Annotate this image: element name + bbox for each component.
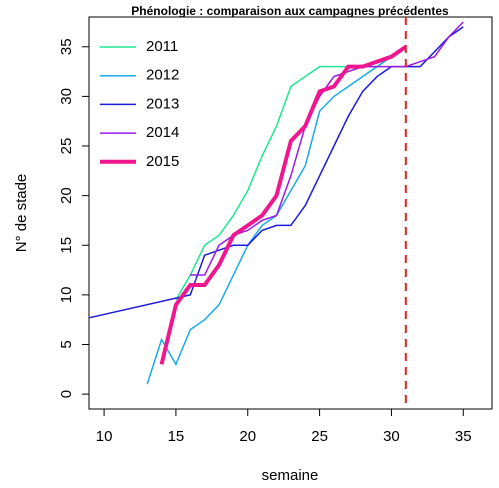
plot-frame: [88, 16, 493, 410]
x-tick-label: 15: [168, 428, 185, 445]
x-axis-label: semaine: [262, 467, 319, 483]
y-tick-label: 10: [58, 287, 75, 304]
legend-label: 2015: [146, 153, 179, 170]
series-line: [159, 45, 407, 365]
y-tick-label: 25: [58, 138, 75, 155]
y-axis-label: N° de stade: [13, 174, 30, 253]
legend-label: 2013: [146, 95, 179, 112]
x-tick-label: 10: [96, 428, 113, 445]
chart-title: Phénologie : comparaison aux campagnes p…: [131, 4, 449, 18]
y-tick-label: 0: [58, 390, 75, 398]
legend-label: 2011: [146, 38, 178, 55]
y-tick-label: 15: [58, 237, 75, 254]
y-tick-label: 30: [58, 88, 75, 105]
y-tick-label: 35: [58, 38, 75, 55]
y-tick-label: 5: [58, 340, 75, 348]
x-tick-label: 25: [311, 428, 328, 445]
series-line: [89, 26, 464, 319]
x-tick-label: 35: [455, 428, 472, 445]
legend-label: 2012: [146, 67, 179, 84]
x-tick-label: 20: [239, 428, 256, 445]
y-tick-label: 20: [58, 187, 75, 204]
x-tick-label: 30: [383, 428, 400, 445]
legend-label: 2014: [146, 124, 179, 141]
